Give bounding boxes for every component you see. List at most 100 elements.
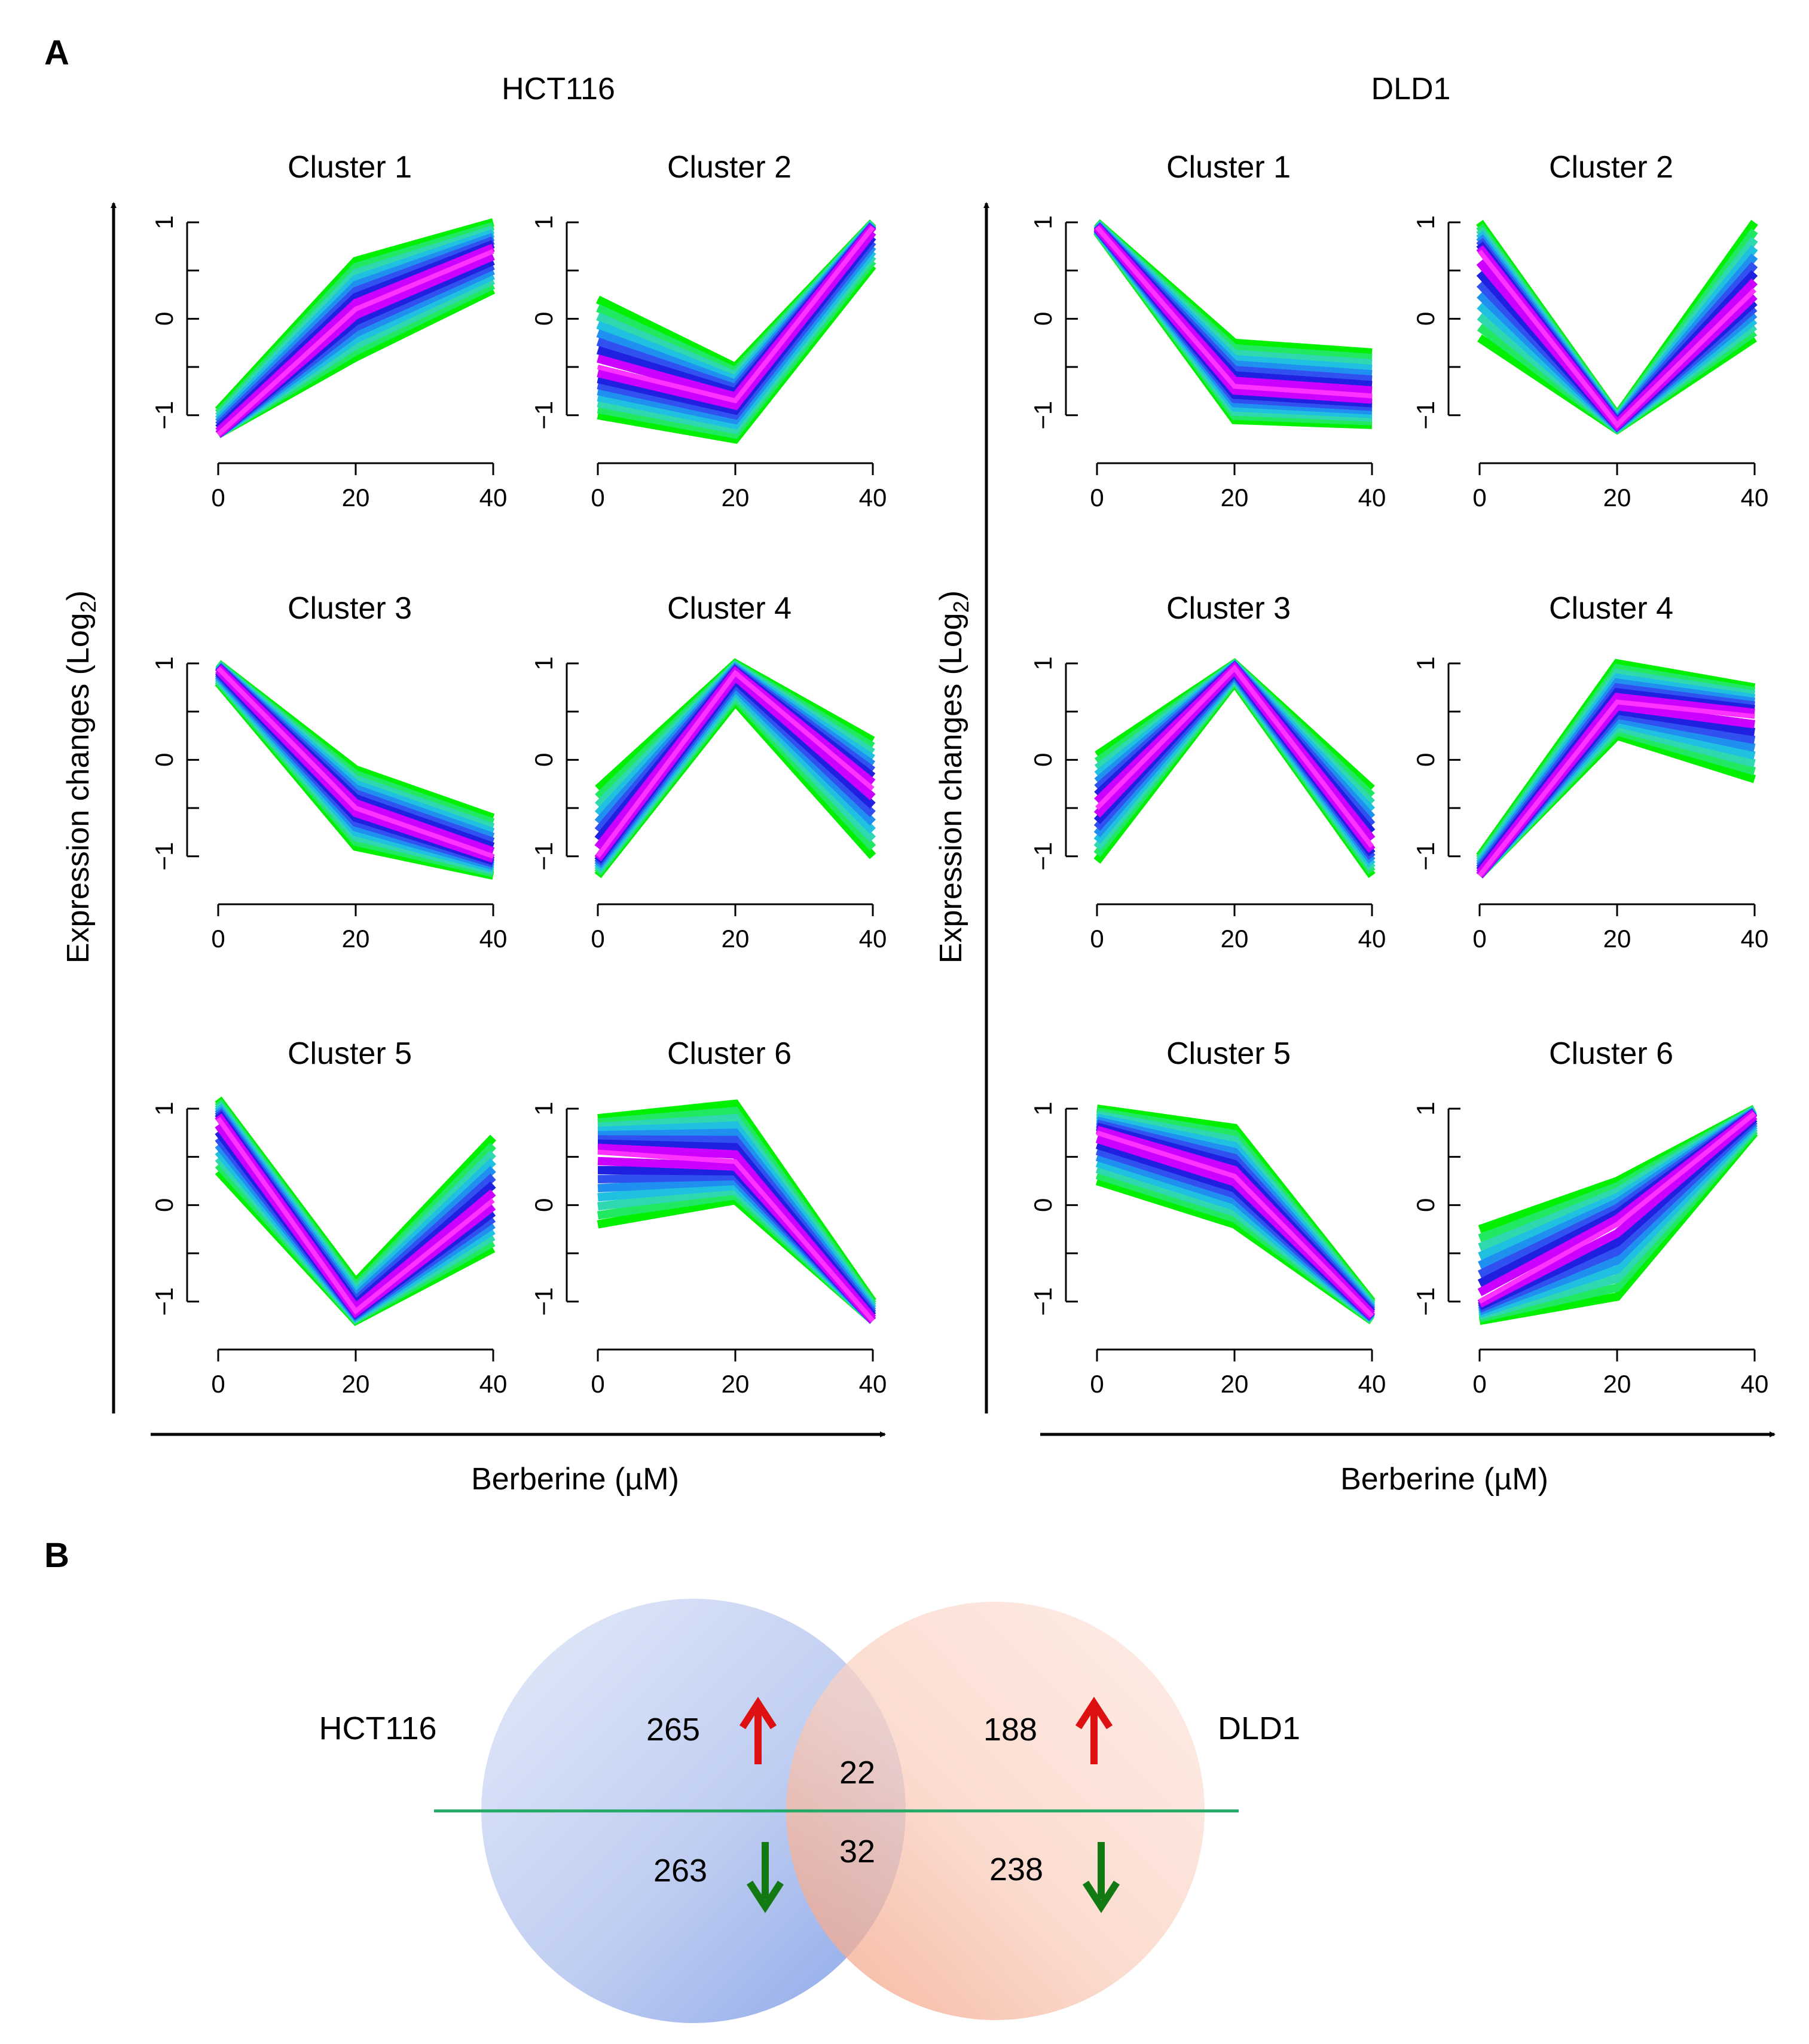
hct116-cluster-5-x-tick-label: 20	[342, 1370, 370, 1398]
dld1-cluster-3-x-tick-label: 20	[1221, 925, 1249, 953]
hct116-cluster-2-center-line	[597, 225, 875, 403]
dld1-cluster-6-x-tick-label: 40	[1741, 1370, 1769, 1398]
hct116-cluster-3-y-tick-label: −1	[150, 842, 178, 871]
dld1-cluster-3-center-line	[1095, 665, 1374, 848]
hct116-cluster-1-plot: Cluster 1 1 0 −1 0 20 40	[150, 150, 507, 512]
hct116-cluster-6-x-tick-label: 20	[722, 1370, 750, 1398]
left-y-axis-label: Expression changes (Log2)	[61, 590, 100, 963]
dld1-cluster-5-center-line	[1096, 1131, 1374, 1318]
hct116-down-count: 263	[653, 1853, 707, 1889]
dld1-cluster-3-x-tick-label: 40	[1358, 925, 1386, 953]
hct116-cluster-3-x-tick-label: 0	[211, 925, 225, 953]
group-title-dld1: DLD1	[1371, 72, 1451, 106]
hct116-cluster-4-y-tick-label: 0	[530, 753, 558, 767]
dld1-cluster-3-y-tick-label: 0	[1029, 753, 1057, 767]
hct116-cluster-2-y-tick-label: 0	[530, 312, 558, 326]
dld1-cluster-3-y-tick-label: −1	[1029, 842, 1057, 871]
dld1-up-count: 188	[983, 1712, 1037, 1748]
hct116-cluster-4-center-line	[596, 670, 875, 858]
dld1-cluster-4-y-tick-label: −1	[1411, 842, 1440, 871]
dld1-cluster-6-y-tick-label: −1	[1411, 1287, 1440, 1316]
dld1-cluster-4-y-tick-label: 1	[1411, 656, 1440, 670]
left-x-axis-label: Berberine (µM)	[471, 1462, 679, 1497]
hct116-up-arrow-icon	[739, 1696, 777, 1764]
dld1-cluster-4-y-tick-label: 0	[1411, 753, 1440, 767]
hct116-cluster-2-x-tick-label: 40	[859, 484, 887, 512]
dld1-cluster-6-center-line	[1478, 1112, 1756, 1303]
dld1-cluster-1-y-tick-label: 1	[1029, 215, 1057, 229]
dld1-cluster-1-y-tick-label: −1	[1029, 401, 1057, 430]
dld1-cluster-2-title: Cluster 2	[1549, 150, 1673, 185]
hct116-cluster-5-plot: Cluster 5 1 0 −1 0 20 40	[150, 1036, 507, 1398]
hct116-cluster-6-profile-line	[597, 1143, 876, 1321]
dld1-cluster-3-y-tick-label: 1	[1029, 656, 1057, 670]
dld1-cluster-1-plot: Cluster 1 1 0 −1 0 20 40	[1029, 150, 1386, 512]
hct116-cluster-6-x-tick-label: 40	[859, 1370, 887, 1398]
dld1-cluster-5-plot: Cluster 5 1 0 −1 0 20 40	[1029, 1036, 1386, 1398]
hct116-cluster-4-y-tick-label: −1	[530, 842, 558, 871]
venn-label-dld1: DLD1	[1218, 1711, 1300, 1746]
right-x-axis-label: Berberine (µM)	[1340, 1462, 1548, 1497]
hct116-cluster-1-center-line	[216, 249, 494, 436]
dld1-cluster-3-x-tick-label: 0	[1090, 925, 1104, 953]
dld1-cluster-5-y-tick-label: 0	[1029, 1198, 1057, 1212]
hct116-cluster-5-y-tick-label: 0	[150, 1198, 178, 1212]
dld1-cluster-2-x-tick-label: 20	[1603, 484, 1631, 512]
hct116-cluster-6-y-tick-label: 0	[530, 1198, 558, 1212]
dld1-cluster-1-x-tick-label: 40	[1358, 484, 1386, 512]
dld1-cluster-1-x-tick-label: 20	[1221, 484, 1249, 512]
hct116-cluster-1-y-tick-label: 1	[150, 215, 178, 229]
dld1-cluster-1-x-tick-label: 0	[1090, 484, 1104, 512]
overlap-down-count: 32	[839, 1834, 875, 1869]
hct116-cluster-3-plot: Cluster 3 1 0 −1 0 20 40	[150, 591, 507, 953]
hct116-cluster-5-x-tick-label: 0	[211, 1370, 225, 1398]
hct116-cluster-4-x-tick-label: 0	[591, 925, 604, 953]
dld1-cluster-5-y-tick-label: −1	[1029, 1287, 1057, 1316]
hct116-cluster-1-title: Cluster 1	[288, 150, 412, 185]
right-y-axis-label: Expression changes (Log2)	[934, 590, 973, 963]
group-title-hct116: HCT116	[502, 72, 615, 106]
dld1-cluster-3-plot: Cluster 3 1 0 −1 0 20 40	[1029, 591, 1386, 953]
hct116-cluster-4-x-tick-label: 20	[722, 925, 750, 953]
dld1-cluster-2-plot: Cluster 2 1 0 −1 0 20 40	[1411, 150, 1768, 512]
dld1-cluster-2-y-tick-label: 0	[1411, 312, 1440, 326]
panel-a-letter: A	[44, 33, 69, 72]
dld1-cluster-3-title: Cluster 3	[1166, 591, 1291, 626]
dld1-cluster-5-title: Cluster 5	[1166, 1036, 1291, 1071]
dld1-cluster-2-y-tick-label: −1	[1411, 401, 1440, 430]
hct116-cluster-2-y-tick-label: 1	[530, 215, 558, 229]
dld1-cluster-6-y-tick-label: 0	[1411, 1198, 1440, 1212]
dld1-cluster-1-center-line	[1095, 225, 1373, 398]
dld1-cluster-2-y-tick-label: 1	[1411, 215, 1440, 229]
overlap-up-count: 22	[839, 1755, 875, 1791]
hct116-cluster-3-y-tick-label: 0	[150, 753, 178, 767]
hct116-cluster-2-x-tick-label: 0	[591, 484, 604, 512]
hct116-cluster-4-plot: Cluster 4 1 0 −1 0 20 40	[530, 591, 887, 953]
hct116-cluster-6-y-tick-label: 1	[530, 1101, 558, 1115]
dld1-cluster-1-y-tick-label: 0	[1029, 312, 1057, 326]
hct116-cluster-3-x-tick-label: 40	[479, 925, 508, 953]
venn-diagram: HCT116 DLD1 265 263 188 238 22 32	[319, 1599, 1300, 2023]
dld1-cluster-6-title: Cluster 6	[1549, 1036, 1673, 1071]
hct116-cluster-5-y-tick-label: 1	[150, 1101, 178, 1115]
hct116-cluster-2-plot: Cluster 2 1 0 −1 0 20 40	[530, 150, 887, 512]
hct116-cluster-5-title: Cluster 5	[288, 1036, 412, 1071]
hct116-cluster-6-x-tick-label: 0	[591, 1370, 604, 1398]
hct116-cluster-5-center-line	[216, 1117, 495, 1314]
dld1-cluster-4-x-tick-label: 20	[1603, 925, 1631, 953]
hct116-cluster-2-y-tick-label: −1	[530, 401, 558, 430]
dld1-down-count: 238	[989, 1852, 1043, 1887]
dld1-cluster-2-center-line	[1478, 250, 1756, 429]
dld1-cluster-4-title: Cluster 4	[1549, 591, 1673, 626]
venn-label-hct116: HCT116	[319, 1711, 436, 1746]
hct116-cluster-4-title: Cluster 4	[667, 591, 792, 626]
dld1-down-arrow-icon	[1082, 1842, 1120, 1914]
hct116-cluster-6-title: Cluster 6	[667, 1036, 792, 1071]
hct116-cluster-6-y-tick-label: −1	[530, 1287, 558, 1316]
hct116-cluster-1-y-tick-label: 0	[150, 312, 178, 326]
dld1-cluster-4-center-line	[1478, 699, 1755, 877]
dld1-cluster-5-x-tick-label: 0	[1090, 1370, 1104, 1398]
hct116-cluster-4-x-tick-label: 40	[859, 925, 887, 953]
